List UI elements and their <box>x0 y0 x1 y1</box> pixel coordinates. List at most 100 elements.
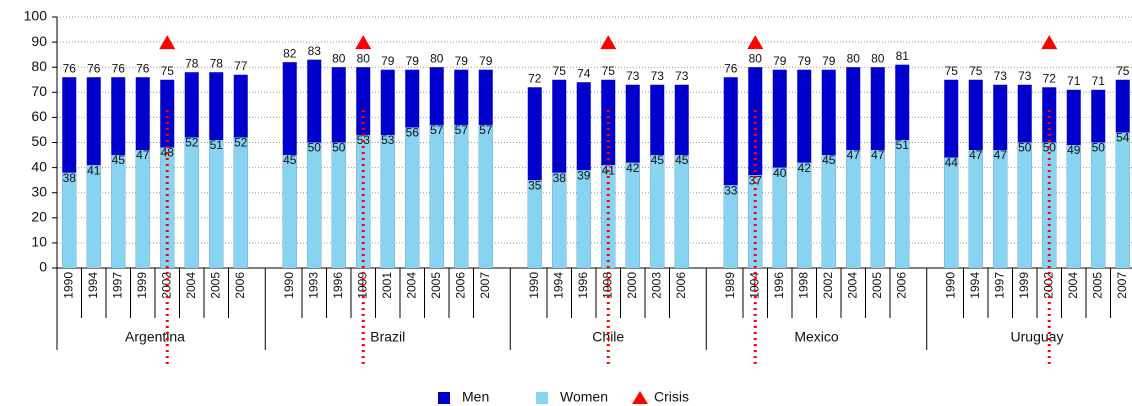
x-tick-label: 1996 <box>772 272 786 299</box>
x-tick-label: 2007 <box>1115 272 1129 299</box>
crisis-marker <box>355 35 372 50</box>
group-label: Mexico <box>794 329 839 345</box>
crisis-marker <box>747 35 764 50</box>
value-label: 50 <box>308 141 322 155</box>
x-tick-label: 1990 <box>943 272 957 299</box>
value-label: 38 <box>63 171 77 185</box>
bar <box>331 142 346 268</box>
value-label: 74 <box>577 66 591 80</box>
x-tick-label: 1990 <box>527 272 541 299</box>
x-tick-label: 1996 <box>331 272 345 299</box>
y-tick-label: 60 <box>31 108 47 124</box>
bar <box>650 155 665 268</box>
bar <box>944 157 959 268</box>
value-label: 80 <box>332 51 346 65</box>
value-label: 75 <box>602 64 616 78</box>
value-label: 78 <box>210 56 224 70</box>
x-tick-label: 2006 <box>674 272 688 299</box>
value-label: 45 <box>651 153 665 167</box>
y-tick-label: 100 <box>24 8 48 24</box>
value-label: 75 <box>1116 64 1130 78</box>
bar <box>576 170 591 268</box>
y-tick-label: 30 <box>31 183 47 199</box>
value-label: 75 <box>969 64 983 78</box>
y-tick-label: 0 <box>39 259 47 275</box>
legend-label: Crisis <box>654 389 689 405</box>
x-tick-label: 1994 <box>968 272 982 299</box>
bar <box>478 124 493 269</box>
x-tick-label: 2003 <box>649 272 663 299</box>
value-label: 80 <box>749 51 763 65</box>
group-label: Chile <box>592 329 624 345</box>
value-label: 71 <box>1092 74 1106 88</box>
x-tick-label: 1994 <box>86 272 100 299</box>
value-label: 56 <box>406 126 420 140</box>
value-label: 45 <box>112 153 126 167</box>
x-tick-label: 2004 <box>1066 272 1080 299</box>
x-tick-label: 1999 <box>1017 272 1031 299</box>
bar <box>552 172 567 268</box>
x-tick-label: 2007 <box>478 272 492 299</box>
bar <box>429 124 444 269</box>
value-label: 39 <box>577 168 591 182</box>
y-tick-label: 40 <box>31 158 47 174</box>
value-label: 44 <box>945 156 959 170</box>
y-tick-label: 90 <box>31 33 47 49</box>
value-label: 79 <box>798 54 812 68</box>
y-tick-label: 50 <box>31 133 47 149</box>
value-label: 33 <box>724 183 738 197</box>
value-label: 45 <box>822 153 836 167</box>
x-tick-label: 2006 <box>894 272 908 299</box>
bar <box>723 185 738 268</box>
bar <box>821 155 836 268</box>
value-label: 38 <box>553 171 567 185</box>
value-label: 76 <box>87 61 101 75</box>
x-tick-label: 2006 <box>453 272 467 299</box>
bar <box>307 142 322 268</box>
y-tick-label: 10 <box>31 234 47 250</box>
value-label: 79 <box>406 54 420 68</box>
value-label: 80 <box>871 51 885 65</box>
x-tick-label: 1999 <box>135 272 149 299</box>
crisis-marker <box>159 35 176 50</box>
value-label: 40 <box>773 166 787 180</box>
value-label: 76 <box>724 61 738 75</box>
value-label: 72 <box>1043 71 1057 85</box>
x-tick-label: 1989 <box>723 272 737 299</box>
legend-label: Women <box>560 389 608 405</box>
value-label: 78 <box>185 56 199 70</box>
value-label: 83 <box>308 44 322 58</box>
bar <box>748 175 763 268</box>
bar <box>1115 132 1130 268</box>
legend-swatch <box>438 392 450 404</box>
x-tick-label: 2006 <box>233 272 247 299</box>
bar <box>233 137 248 268</box>
value-label: 52 <box>185 136 199 150</box>
x-tick-label: 1998 <box>796 272 810 299</box>
bar <box>1042 142 1057 268</box>
y-tick-label: 20 <box>31 209 47 225</box>
value-label: 73 <box>626 69 640 83</box>
value-label: 79 <box>381 54 395 68</box>
bar <box>895 139 910 268</box>
x-tick-label: 1993 <box>306 272 320 299</box>
value-label: 73 <box>675 69 689 83</box>
x-tick-label: 2001 <box>380 272 394 299</box>
crisis-marker <box>1041 35 1058 50</box>
value-label: 35 <box>528 178 542 192</box>
value-label: 45 <box>675 153 689 167</box>
value-label: 42 <box>798 161 812 175</box>
value-label: 50 <box>332 141 346 155</box>
value-label: 80 <box>357 51 371 65</box>
bar <box>405 127 420 268</box>
bar <box>1066 145 1081 268</box>
value-label: 79 <box>822 54 836 68</box>
value-label: 77 <box>234 59 248 73</box>
bar <box>968 150 983 268</box>
value-label: 75 <box>553 64 567 78</box>
y-tick-label: 80 <box>31 58 47 74</box>
value-label: 47 <box>994 148 1008 162</box>
value-label: 47 <box>136 148 150 162</box>
bar <box>111 155 126 268</box>
bar <box>625 162 640 268</box>
